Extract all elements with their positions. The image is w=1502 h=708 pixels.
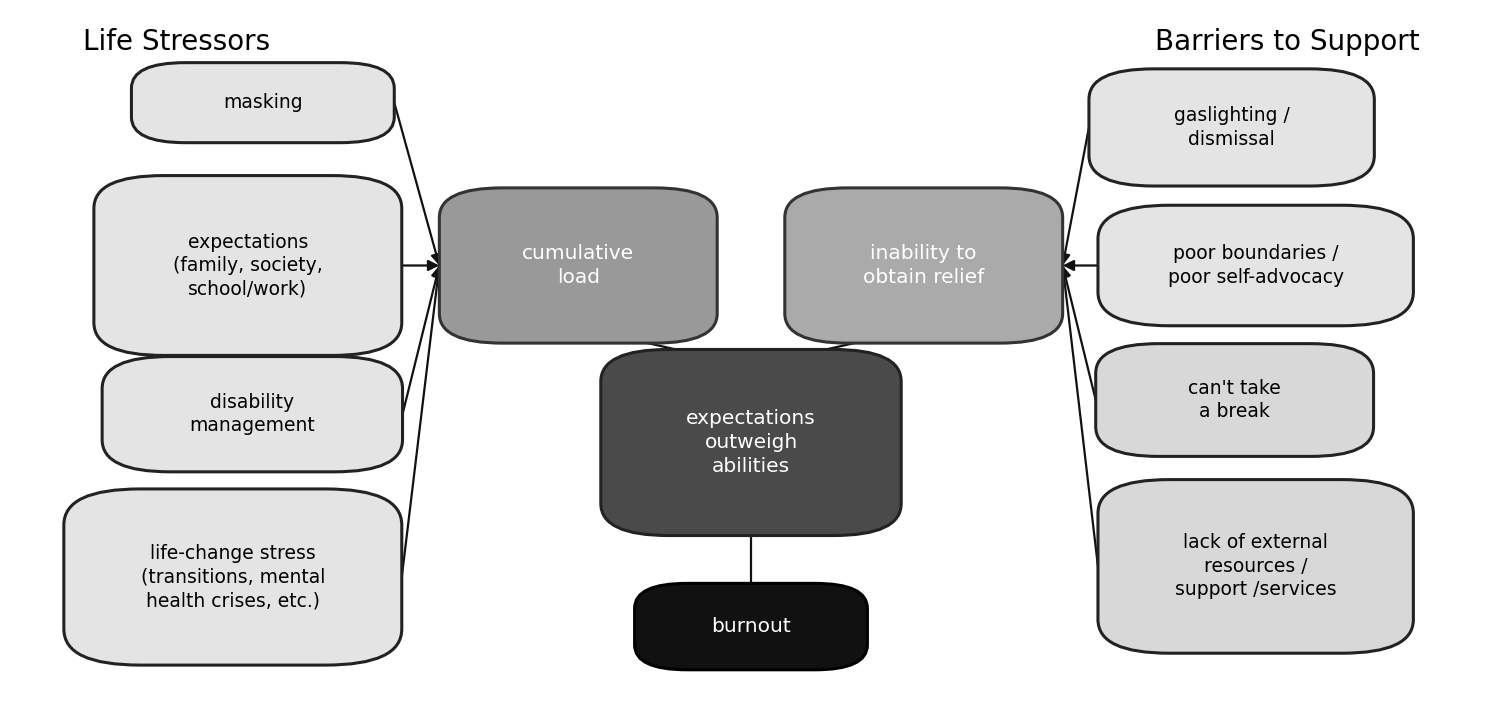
Text: disability
management: disability management — [189, 393, 315, 435]
FancyBboxPatch shape — [63, 489, 403, 665]
FancyBboxPatch shape — [1095, 343, 1373, 457]
Text: poor boundaries /
poor self-advocacy: poor boundaries / poor self-advocacy — [1167, 244, 1344, 287]
Text: life-change stress
(transitions, mental
health crises, etc.): life-change stress (transitions, mental … — [141, 544, 324, 610]
FancyBboxPatch shape — [102, 357, 403, 472]
Text: gaslighting /
dismissal: gaslighting / dismissal — [1173, 106, 1290, 149]
Text: burnout: burnout — [710, 617, 792, 636]
FancyBboxPatch shape — [1098, 479, 1413, 653]
Text: Barriers to Support: Barriers to Support — [1155, 28, 1419, 57]
FancyBboxPatch shape — [635, 583, 868, 670]
FancyBboxPatch shape — [1098, 205, 1413, 326]
FancyBboxPatch shape — [1089, 69, 1374, 186]
FancyBboxPatch shape — [784, 188, 1063, 343]
Text: lack of external
resources /
support /services: lack of external resources / support /se… — [1175, 533, 1337, 600]
Text: masking: masking — [222, 93, 303, 112]
Text: expectations
(family, society,
school/work): expectations (family, society, school/wo… — [173, 232, 323, 299]
Text: expectations
outweigh
abilities: expectations outweigh abilities — [686, 409, 816, 476]
FancyBboxPatch shape — [95, 176, 403, 355]
Text: can't take
a break: can't take a break — [1188, 379, 1281, 421]
FancyBboxPatch shape — [601, 350, 901, 535]
FancyBboxPatch shape — [132, 62, 394, 143]
Text: Life Stressors: Life Stressors — [83, 28, 270, 57]
Text: inability to
obtain relief: inability to obtain relief — [864, 244, 984, 287]
Text: cumulative
load: cumulative load — [523, 244, 634, 287]
FancyBboxPatch shape — [439, 188, 718, 343]
